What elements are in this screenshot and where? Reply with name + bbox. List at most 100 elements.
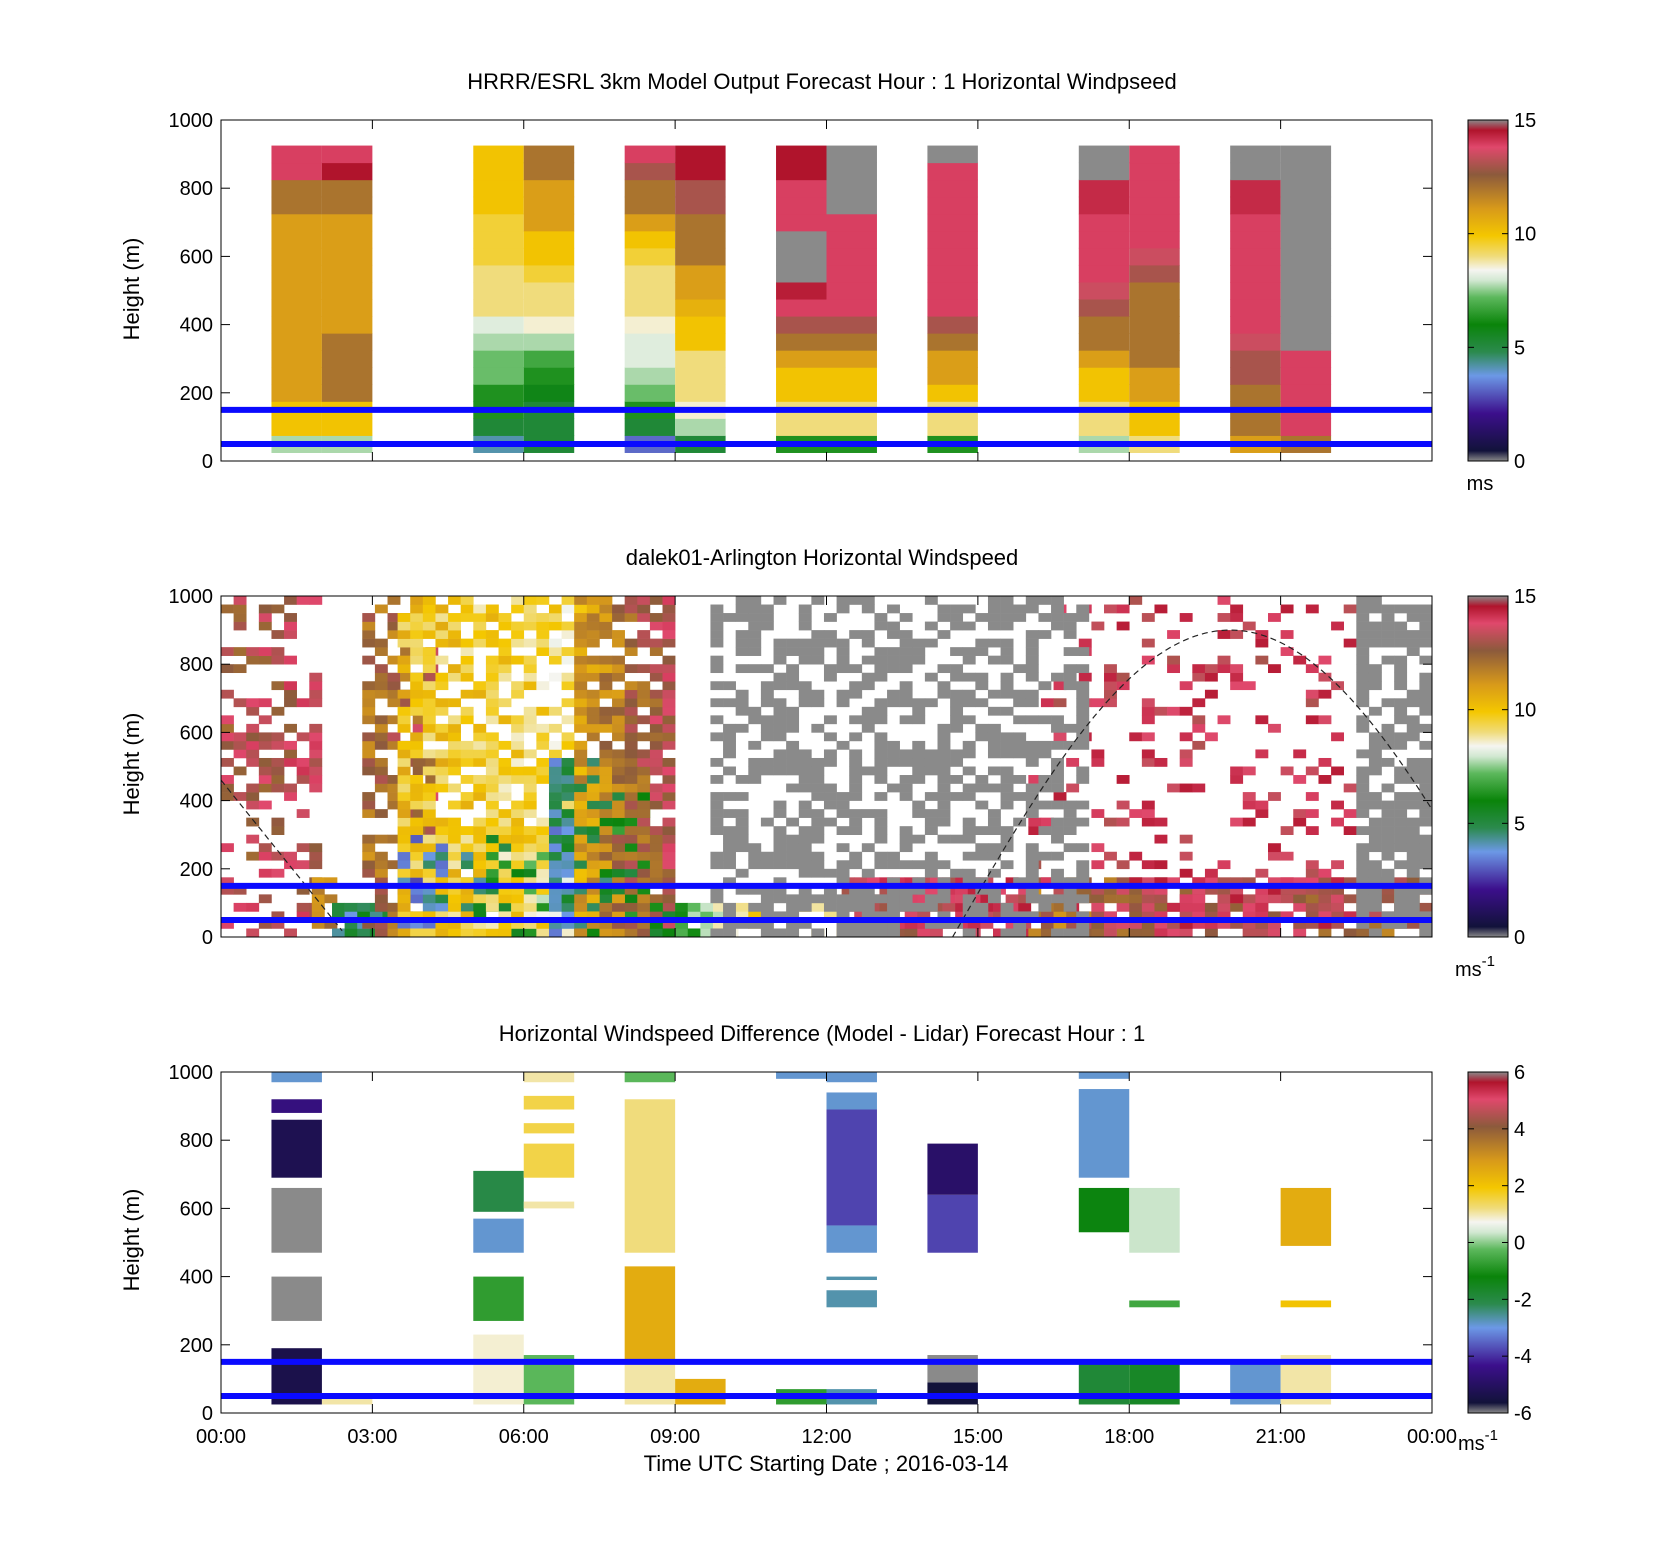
lidar-cell — [422, 698, 436, 708]
lidar-cell — [548, 757, 562, 767]
lidar-cell — [599, 655, 613, 665]
lidar-cell — [1179, 902, 1193, 912]
lidar-cell — [912, 860, 926, 870]
colorbar-tick-label: 6 — [1514, 1062, 1525, 1084]
lidar-cell — [1394, 706, 1408, 716]
lidar-cell — [485, 928, 499, 938]
lidar-cell — [574, 775, 588, 784]
model-cell — [523, 367, 575, 385]
lidar-cell — [937, 681, 951, 691]
lidar-cell — [912, 809, 926, 818]
model-cell — [624, 230, 676, 249]
lidar-cell — [773, 766, 787, 776]
lidar-cell — [624, 902, 638, 912]
lidar-cell — [523, 655, 537, 665]
lidar-cell — [962, 911, 976, 921]
lidar-cell — [412, 715, 426, 725]
lidar-cell — [874, 911, 888, 921]
lidar-cell — [435, 877, 449, 887]
lidar-cell — [899, 834, 913, 844]
lidar-cell — [221, 757, 234, 767]
lidar-cell — [1394, 885, 1408, 895]
lidar-cell — [1141, 749, 1155, 759]
lidar-cell — [1013, 919, 1027, 929]
lidar-cell — [1116, 885, 1130, 895]
lidar-cell — [1154, 757, 1168, 767]
lidar-cell — [760, 723, 774, 733]
lidar-cell — [786, 757, 800, 767]
lidar-cell — [221, 843, 234, 853]
lidar-cell — [586, 860, 600, 870]
lidar-cell — [511, 766, 525, 776]
lidar-cell — [1000, 655, 1014, 665]
lidar-cell — [975, 902, 989, 912]
lidar-cell — [1076, 664, 1090, 674]
model-cell — [624, 264, 676, 283]
lidar-cell — [624, 638, 638, 648]
lidar-cell — [710, 757, 724, 767]
lidar-cell — [849, 775, 863, 784]
lidar-cell — [498, 809, 512, 818]
lidar-cell — [1204, 911, 1218, 921]
lidar-cell — [798, 885, 812, 895]
lidar-cell — [548, 902, 562, 912]
colorbar-tick-label: 0 — [1514, 927, 1525, 949]
lidar-cell — [662, 902, 676, 912]
lidar-cell — [1116, 877, 1130, 887]
lidar-cell — [1116, 919, 1130, 929]
lidar-cell — [1368, 877, 1382, 887]
lidar-cell — [574, 843, 588, 853]
lidar-cell — [1305, 902, 1319, 912]
lidar-cell — [710, 894, 724, 904]
lidar-cell — [823, 817, 837, 827]
lidar-cell — [422, 630, 436, 639]
lidar-cell — [786, 740, 800, 750]
lidar-cell — [987, 732, 1001, 742]
lidar-cell — [435, 766, 449, 776]
lidar-cell — [511, 834, 525, 844]
model-cell — [624, 299, 676, 317]
lidar-cell — [760, 698, 774, 708]
lidar-cell — [523, 723, 537, 733]
lidar-cell — [1192, 723, 1206, 733]
lidar-cell — [937, 919, 951, 929]
lidar-cell — [1154, 919, 1168, 929]
lidar-cell — [710, 809, 724, 818]
lidar-cell — [448, 698, 461, 708]
lidar-cell — [485, 783, 499, 793]
lidar-cell — [1116, 817, 1130, 827]
lidar-cell — [1025, 885, 1039, 895]
lidar-cell — [586, 783, 600, 793]
lidar-cell — [823, 868, 837, 878]
model-cell — [321, 418, 373, 436]
lidar-cell — [1255, 894, 1269, 904]
colorbar-gradient — [1467, 1071, 1509, 1414]
x-tick-label: 15:00 — [953, 1426, 1003, 1448]
y-tick-label: 1000 — [169, 586, 214, 608]
lidar-cell — [1013, 928, 1027, 938]
lidar-cell — [1051, 723, 1064, 733]
lidar-cell — [773, 681, 787, 691]
lidar-cell — [1063, 877, 1077, 887]
lidar-cell — [387, 911, 401, 921]
lidar-cell — [233, 647, 247, 656]
panel-model-cells — [271, 145, 1332, 453]
lidar-cell — [649, 664, 663, 674]
lidar-cell — [599, 689, 613, 699]
lidar-cell — [271, 851, 285, 861]
lidar-cell — [899, 689, 913, 699]
lidar-cell — [612, 698, 625, 708]
x-tick-label: 21:00 — [1256, 1426, 1306, 1448]
lidar-cell — [1025, 715, 1039, 725]
lidar-cell — [798, 860, 812, 870]
lidar-cell — [1179, 851, 1193, 861]
lidar-cell — [760, 664, 774, 674]
lidar-cell — [1419, 681, 1433, 691]
lidar-cell — [836, 655, 850, 665]
lidar-cell — [1318, 911, 1332, 921]
lidar-cell — [1179, 894, 1193, 904]
lidar-cell — [1356, 647, 1370, 656]
lidar-cell — [1394, 740, 1408, 750]
lidar-cell — [710, 613, 724, 622]
